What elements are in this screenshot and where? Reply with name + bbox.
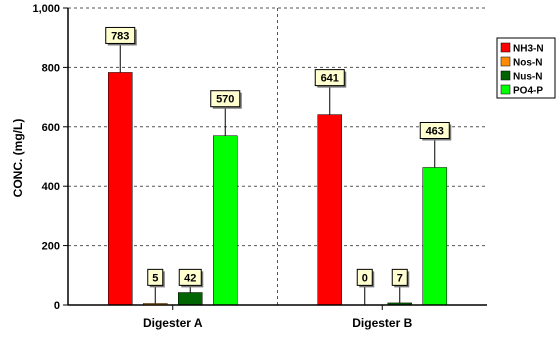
- data-label: 7: [397, 272, 403, 284]
- legend-swatch: [500, 56, 511, 67]
- data-label: 783: [111, 30, 129, 42]
- data-labels: 783 5 42 570 641 0 7 463: [105, 26, 452, 305]
- data-label-box: [105, 26, 136, 44]
- gridlines: [68, 7, 487, 305]
- legend-label: PO4-P: [513, 86, 543, 97]
- data-label: 5: [152, 272, 158, 284]
- y-tick-label: 0: [54, 300, 60, 312]
- data-label: 570: [216, 94, 234, 106]
- legend: NH3-N Nos-N Nus-N PO4-P: [496, 37, 556, 99]
- legend-swatch: [500, 84, 511, 95]
- bar-po4-p-1: [213, 135, 238, 306]
- data-label: 0: [362, 272, 368, 284]
- y-tick-label: 1,000: [32, 3, 60, 15]
- legend-swatch: [500, 42, 511, 53]
- data-label-box: [391, 268, 408, 286]
- data-label: 463: [426, 125, 444, 137]
- data-label-box: [147, 268, 164, 286]
- axes: [67, 8, 487, 310]
- data-label-box: [178, 268, 202, 286]
- y-tick-label: 800: [42, 62, 60, 74]
- y-axis-label: CONC. (mg/L): [11, 119, 25, 198]
- bar-nh3-n-1: [108, 72, 133, 306]
- data-label-box: [356, 268, 373, 286]
- data-label: 641: [321, 73, 339, 85]
- legend-swatch: [500, 70, 511, 81]
- category-label: Digester A: [143, 316, 203, 330]
- x-axis-categories: Digester A Digester B: [143, 316, 413, 330]
- bar-nh3-n-2: [317, 114, 342, 306]
- bar-nus-n-1: [178, 292, 203, 306]
- legend-label: NH3-N: [513, 44, 544, 55]
- category-label: Digester B: [352, 316, 412, 330]
- y-tick-label: 400: [42, 181, 60, 193]
- data-label-box: [210, 90, 241, 108]
- data-label-box: [314, 69, 345, 87]
- data-label-box: [419, 121, 450, 139]
- y-axis-ticks: 0 200 400 600 800 1,000: [32, 3, 68, 312]
- legend-label: Nos-N: [513, 58, 542, 69]
- y-tick-label: 600: [42, 122, 60, 134]
- data-label: 42: [184, 272, 196, 284]
- legend-label: Nus-N: [513, 72, 542, 83]
- bar-po4-p-2: [422, 167, 447, 306]
- y-tick-label: 200: [42, 241, 60, 253]
